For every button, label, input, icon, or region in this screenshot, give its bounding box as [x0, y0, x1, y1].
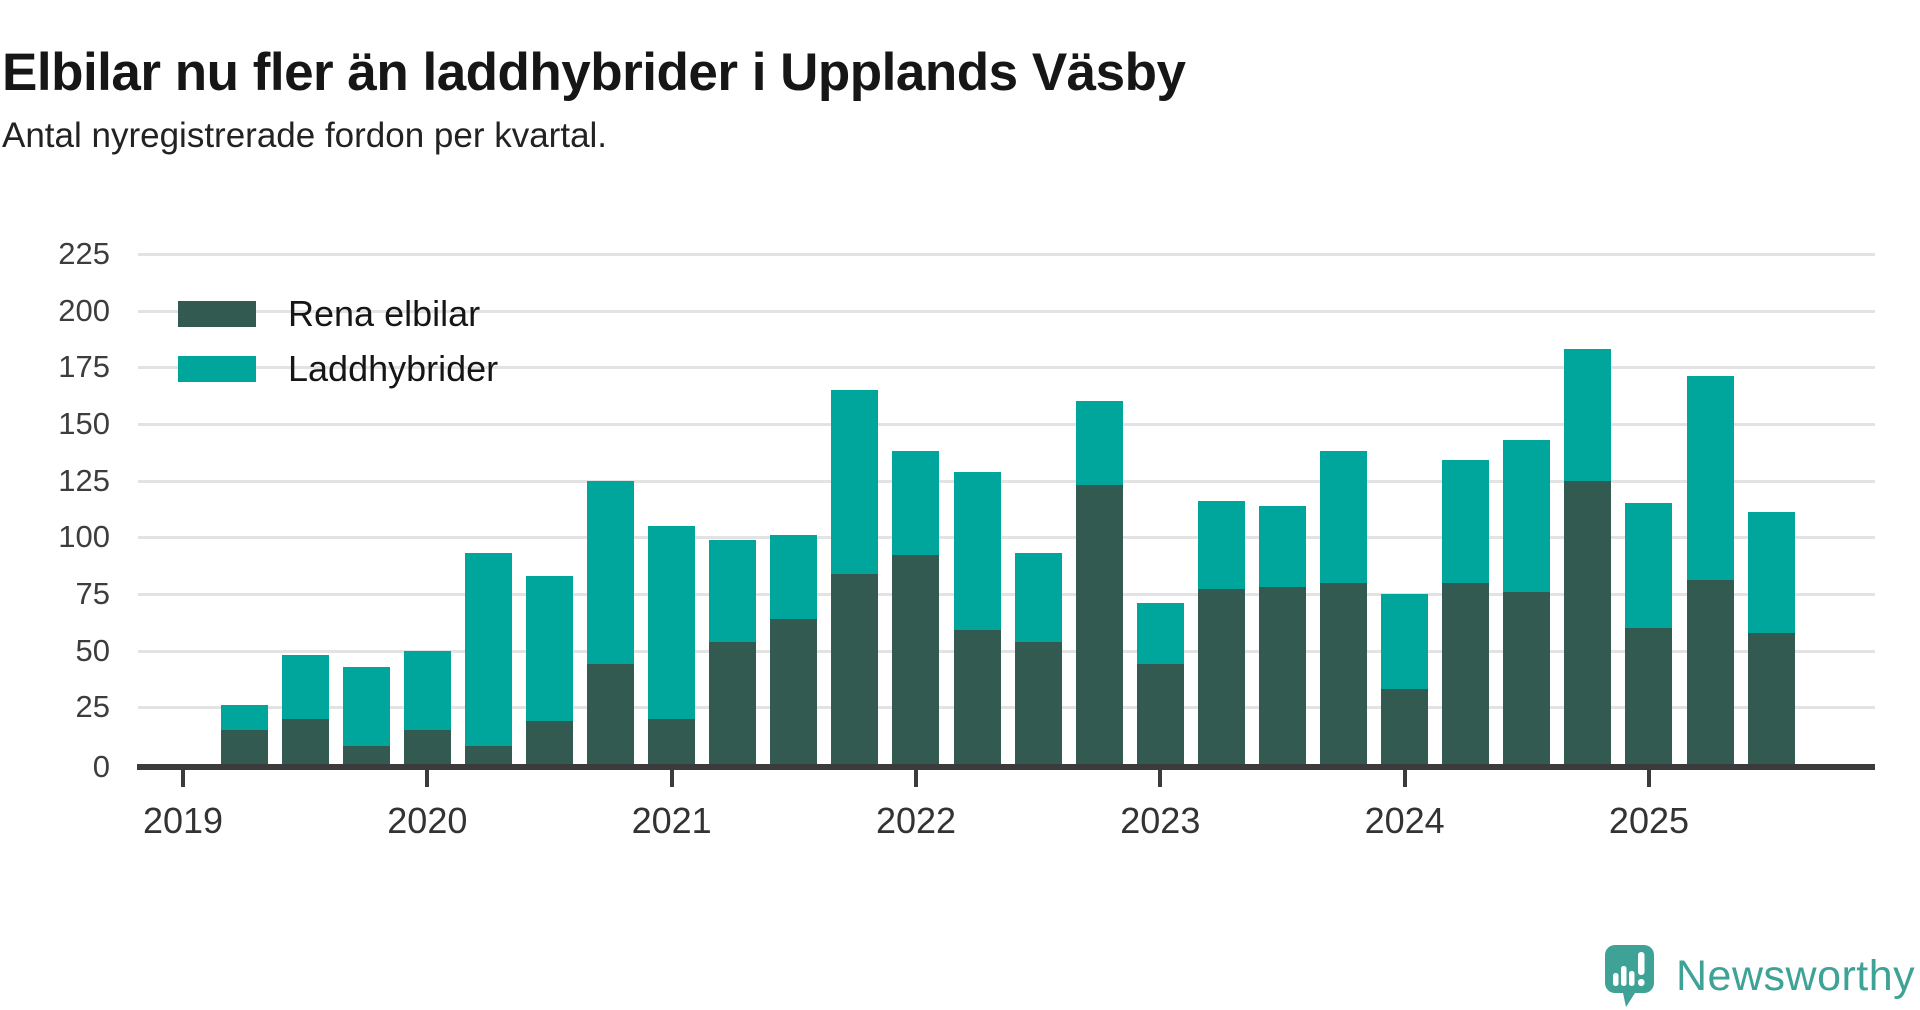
bar-segment-elbilar-2025-Q3 — [1747, 632, 1795, 764]
bar-segment-laddhybrider-2022-Q4 — [1075, 401, 1123, 486]
x-axis-label: 2025 — [1608, 800, 1690, 841]
bar-segment-laddhybrider-2024-Q4 — [1564, 349, 1612, 481]
bar-segment-laddhybrider-2025-Q2 — [1686, 376, 1734, 581]
bar-segment-elbilar-2024-Q2 — [1442, 582, 1490, 764]
bar-segment-laddhybrider-2020-Q3 — [525, 575, 573, 721]
y-axis-label: 175 — [58, 349, 110, 385]
gridline-175 — [138, 366, 1875, 370]
bar-segment-laddhybrider-2019-Q3 — [281, 655, 329, 719]
x-axis-label: 2020 — [387, 800, 468, 841]
x-axis-line — [137, 764, 1875, 770]
y-axis-label: 25 — [75, 689, 110, 725]
x-axis-label: 2019 — [142, 800, 224, 841]
legend-label: Laddhybrider — [288, 348, 499, 389]
bar-segment-elbilar-2019-Q4 — [342, 745, 390, 764]
bar-segment-laddhybrider-2024-Q1 — [1381, 593, 1429, 690]
bar-segment-elbilar-2020-Q3 — [525, 720, 573, 764]
x-axis-tick-2023 — [1158, 770, 1163, 787]
bar-segment-laddhybrider-2020-Q2 — [464, 553, 512, 746]
newsworthy-icon — [1605, 945, 1654, 1007]
newsworthy-logo[interactable]: Newsworthy — [1604, 944, 1915, 1008]
bar-segment-laddhybrider-2022-Q1 — [892, 451, 940, 556]
bar-segment-laddhybrider-2021-Q2 — [709, 539, 757, 642]
bar-segment-laddhybrider-2021-Q3 — [770, 535, 818, 619]
bar-segment-elbilar-2021-Q3 — [770, 618, 818, 764]
bar-segment-elbilar-2022-Q2 — [953, 630, 1001, 764]
bar-segment-elbilar-2022-Q4 — [1075, 485, 1123, 764]
x-axis-label: 2023 — [1120, 800, 1201, 841]
legend-item-rena-elbilar: Rena elbilar — [178, 293, 480, 335]
bar-segment-elbilar-2024-Q3 — [1503, 591, 1551, 764]
bar-segment-laddhybrider-2021-Q1 — [648, 525, 696, 719]
bar-segment-elbilar-2023-Q3 — [1258, 587, 1306, 764]
bar-segment-laddhybrider-2023-Q3 — [1258, 505, 1306, 588]
x-axis-tick-2020 — [425, 770, 430, 787]
bar-segment-laddhybrider-2025-Q3 — [1747, 512, 1795, 633]
x-axis-label: 2022 — [875, 800, 957, 841]
bar-segment-elbilar-2023-Q4 — [1320, 582, 1368, 764]
bar-segment-laddhybrider-2022-Q2 — [953, 471, 1001, 631]
legend-item-laddhybrider: Laddhybrider — [178, 348, 498, 390]
bar-segment-laddhybrider-2024-Q3 — [1503, 439, 1551, 592]
gridline-50 — [138, 649, 1875, 653]
bar-segment-laddhybrider-2023-Q4 — [1320, 451, 1368, 583]
bar-segment-elbilar-2021-Q2 — [709, 641, 757, 764]
legend-swatch-rena-elbilar — [178, 301, 256, 327]
bar-segment-elbilar-2020-Q4 — [587, 664, 635, 764]
bar-segment-laddhybrider-2019-Q2 — [220, 705, 268, 730]
bar-segment-elbilar-2023-Q1 — [1136, 664, 1184, 764]
gridline-225 — [138, 252, 1875, 256]
x-axis-label: 2024 — [1364, 800, 1445, 841]
y-axis-label: 75 — [75, 575, 110, 611]
x-axis-label: 2021 — [631, 800, 712, 841]
bar-segment-laddhybrider-2020-Q4 — [587, 480, 635, 665]
bar-segment-elbilar-2024-Q1 — [1381, 689, 1429, 764]
y-axis-label: 100 — [58, 519, 110, 555]
bar-segment-elbilar-2023-Q2 — [1197, 589, 1245, 764]
bar-segment-elbilar-2022-Q1 — [892, 555, 940, 764]
gridline-75 — [138, 592, 1875, 596]
bar-segment-elbilar-2020-Q2 — [464, 745, 512, 764]
gridline-100 — [138, 536, 1875, 540]
x-axis-tick-2022 — [913, 770, 918, 787]
y-axis-label: 125 — [58, 462, 110, 498]
legend-label: Rena elbilar — [288, 293, 481, 334]
gridline-25 — [138, 706, 1875, 710]
y-axis-label: 225 — [58, 235, 110, 271]
bar-segment-laddhybrider-2022-Q3 — [1014, 553, 1062, 642]
bar-segment-elbilar-2021-Q4 — [831, 573, 879, 764]
gridline-125 — [138, 479, 1875, 483]
legend-swatch-laddhybrider — [178, 356, 256, 382]
bar-segment-laddhybrider-2024-Q2 — [1442, 460, 1490, 583]
bar-segment-laddhybrider-2023-Q2 — [1197, 501, 1245, 590]
y-axis-label: 50 — [75, 632, 110, 668]
y-axis-label: 0 — [92, 749, 110, 784]
chart-subtitle: Antal nyregistrerade fordon per kvartal. — [2, 116, 608, 155]
gridline-150 — [138, 422, 1875, 426]
y-axis-label: 200 — [58, 292, 110, 328]
bar-segment-laddhybrider-2020-Q1 — [403, 650, 451, 730]
x-axis-tick-2024 — [1402, 770, 1407, 787]
chart-title: Elbilar nu fler än laddhybrider i Upplan… — [2, 42, 1186, 102]
newsworthy-wordmark: Newsworthy — [1676, 951, 1916, 1000]
bar-segment-elbilar-2025-Q2 — [1686, 580, 1734, 764]
bar-segment-elbilar-2020-Q1 — [403, 729, 451, 764]
bar-segment-elbilar-2019-Q3 — [281, 718, 329, 764]
bar-segment-elbilar-2019-Q2 — [220, 729, 268, 764]
bar-segment-laddhybrider-2023-Q1 — [1136, 603, 1184, 665]
gridline-200 — [138, 309, 1875, 313]
bar-segment-elbilar-2025-Q1 — [1625, 627, 1673, 764]
bar-segment-elbilar-2024-Q4 — [1564, 480, 1612, 764]
y-axis-label: 150 — [58, 405, 110, 441]
x-axis-tick-2021 — [669, 770, 674, 787]
bar-segment-elbilar-2021-Q1 — [648, 718, 696, 764]
bar-segment-elbilar-2022-Q3 — [1014, 641, 1062, 764]
bar-segment-laddhybrider-2019-Q4 — [342, 666, 390, 746]
x-axis-tick-2025 — [1646, 770, 1651, 787]
bar-segment-laddhybrider-2021-Q4 — [831, 389, 879, 574]
bar-segment-laddhybrider-2025-Q1 — [1625, 503, 1673, 628]
x-axis-tick-2019 — [181, 770, 185, 787]
